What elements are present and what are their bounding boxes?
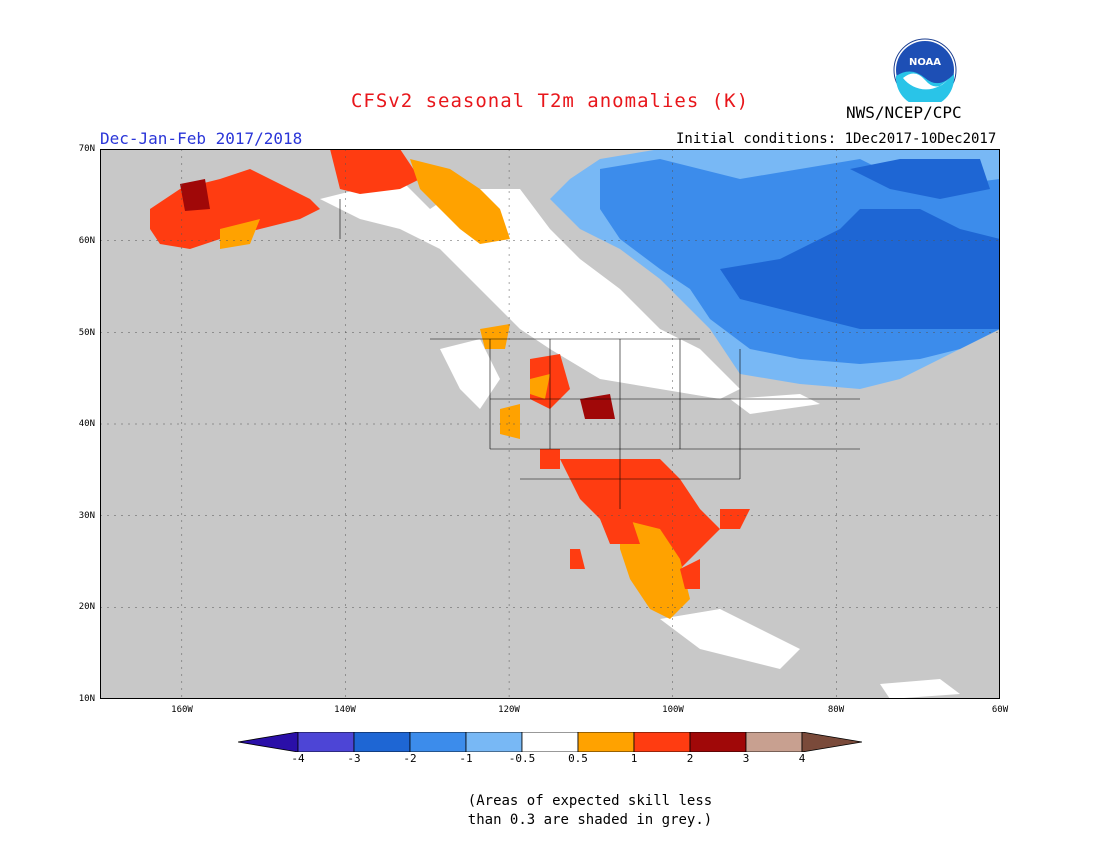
legend-label: 2	[686, 752, 694, 765]
borders	[339, 199, 860, 509]
lat-label-30n: 30N	[78, 511, 95, 521]
lat-label-70n: 70N	[78, 144, 95, 154]
agency-label: NWS/NCEP/CPC	[846, 103, 962, 122]
legend-label: 0.5	[568, 752, 588, 765]
legend-swatch	[297, 732, 355, 752]
cold-anomalies	[550, 149, 1000, 389]
lon-label-160w: 160W	[171, 705, 193, 715]
legend-swatch	[353, 732, 411, 752]
legend-label: -0.5	[508, 752, 536, 765]
season-label: Dec-Jan-Feb 2017/2018	[100, 129, 303, 148]
lon-label-100w: 100W	[662, 705, 684, 715]
skill-note-line2: than 0.3 are shaded in grey.)	[467, 812, 713, 828]
lat-label-10n: 10N	[78, 694, 95, 704]
legend-swatch	[409, 732, 467, 752]
legend-swatch	[521, 732, 579, 752]
lat-label-40n: 40N	[78, 419, 95, 429]
lon-label-60w: 60W	[991, 705, 1009, 715]
legend-arrow-right	[801, 732, 862, 752]
legend-swatch	[633, 732, 691, 752]
legend-swatch	[577, 732, 635, 752]
color-legend	[238, 732, 862, 752]
warm-anomalies	[150, 149, 750, 619]
legend-swatch	[745, 732, 803, 752]
logo-text: NOAA	[909, 57, 941, 68]
legend-label: -2	[403, 752, 417, 765]
skill-note-line1: (Areas of expected skill less	[467, 793, 713, 809]
lat-label-50n: 50N	[78, 328, 95, 338]
noaa-logo-icon: NOAA	[893, 38, 957, 102]
legend-swatch	[689, 732, 747, 752]
map-title: CFSv2 seasonal T2m anomalies (K)	[350, 90, 750, 112]
legend-label: 1	[630, 752, 638, 765]
legend-label: -3	[347, 752, 361, 765]
legend-label: 3	[742, 752, 750, 765]
legend-label: 4	[798, 752, 806, 765]
graticule	[100, 149, 1000, 699]
lon-label-120w: 120W	[498, 705, 520, 715]
legend-swatch	[465, 732, 523, 752]
lat-label-20n: 20N	[78, 602, 95, 612]
lat-label-60n: 60N	[78, 236, 95, 246]
lon-label-80w: 80W	[827, 705, 845, 715]
anomaly-map	[100, 149, 1000, 699]
initial-conditions-label: Initial conditions: 1Dec2017-10Dec2017	[676, 131, 997, 147]
legend-label: -1	[459, 752, 473, 765]
lon-label-140w: 140W	[334, 705, 356, 715]
legend-arrow-left	[238, 732, 299, 752]
legend-label: -4	[291, 752, 305, 765]
